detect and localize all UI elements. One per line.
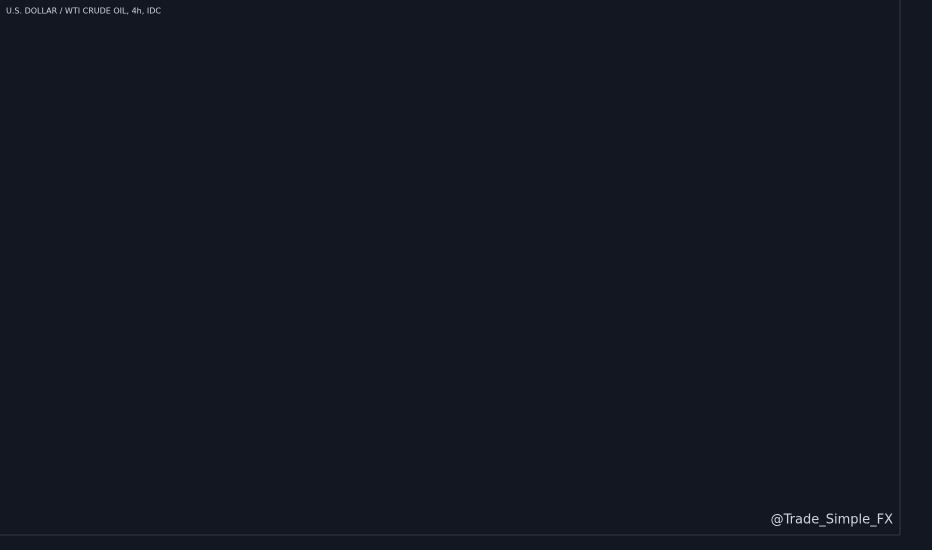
watermark: @Trade_Simple_FX: [771, 513, 893, 528]
chart-title: U.S. DOLLAR / WTI CRUDE OIL, 4h, IDC: [6, 7, 161, 16]
